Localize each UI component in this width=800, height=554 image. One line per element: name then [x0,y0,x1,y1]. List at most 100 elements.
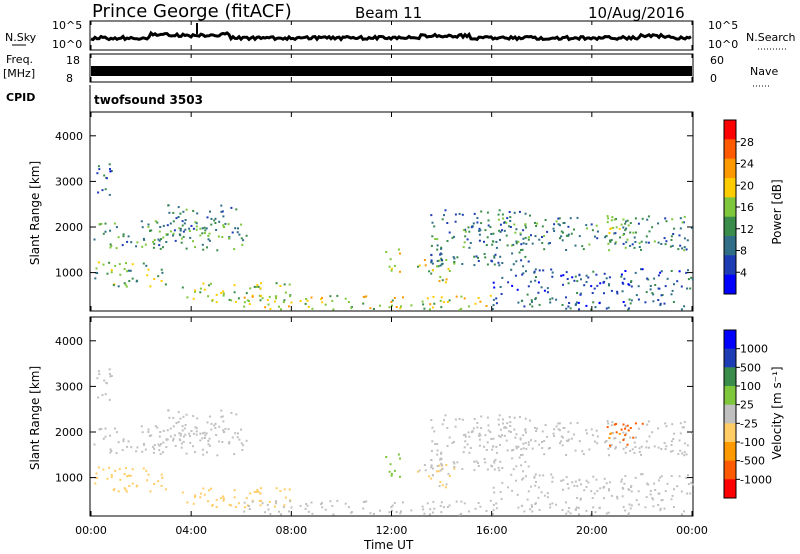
data-cell [610,239,613,241]
data-cell [454,213,457,216]
data-cell [146,274,149,277]
data-cell [495,507,498,510]
data-cell [402,296,404,299]
data-cell [493,263,496,266]
data-cell [670,293,673,296]
data-cell [178,233,181,236]
data-cell [473,264,476,267]
data-cell [513,416,516,419]
data-cell [508,416,511,418]
data-cell [458,308,461,311]
data-cell [618,227,621,230]
data-cell [493,286,496,289]
data-cell [561,304,564,306]
data-cell [557,422,560,425]
data-cell [179,432,182,435]
data-cell [95,472,98,475]
data-cell [321,501,323,504]
data-cell [509,425,512,427]
data-cell [304,302,307,305]
data-cell [634,422,637,425]
data-cell [509,226,512,228]
data-cell [527,490,530,493]
data-cell [659,271,662,274]
colorbar-segment [724,404,736,424]
data-cell [486,236,489,239]
data-cell [206,421,209,424]
data-cell [160,238,162,241]
data-cell [624,270,627,272]
data-cell [578,513,580,516]
data-cell [440,511,443,514]
data-cell [555,220,558,223]
data-cell [430,253,433,256]
data-cell [473,417,476,420]
data-cell [565,296,567,299]
data-cell [432,474,434,477]
data-cell [179,417,182,420]
data-cell [124,488,127,491]
data-cell [440,452,443,455]
data-cell [473,255,476,258]
data-cell [552,227,555,230]
data-cell [448,436,451,439]
data-cell [514,274,517,277]
data-cell [119,478,122,481]
data-cell [497,418,500,421]
data-cell [324,303,327,306]
data-cell [104,188,107,191]
velocity-data [93,368,694,516]
data-cell [665,240,668,243]
data-cell [499,286,502,288]
data-cell [440,259,443,262]
data-cell [590,513,593,516]
data-cell [565,307,568,310]
data-cell [158,244,161,247]
data-cell [615,431,618,434]
data-cell [498,264,501,267]
data-cell [268,295,271,298]
data-cell [492,232,495,235]
data-cell [183,427,186,430]
data-cell [135,280,138,283]
data-cell [444,414,447,417]
data-cell [379,509,381,512]
data-cell [135,245,138,248]
data-cell [369,512,372,515]
x-tick-label: 00:00 [676,524,708,537]
data-cell [612,226,615,229]
data-cell [443,214,445,217]
data-cell [546,496,549,499]
data-cell [670,239,673,241]
data-cell [498,229,501,232]
data-cell [686,444,689,447]
data-cell [603,292,605,295]
data-cell [154,220,157,223]
data-cell [454,418,457,421]
data-cell [549,503,552,506]
data-cell [443,419,445,422]
data-cell [135,485,138,488]
data-cell [608,489,610,492]
data-cell [644,301,647,304]
data-cell [605,307,608,310]
data-cell [560,440,563,443]
data-cell [498,434,501,437]
data-cell [395,511,398,513]
data-cell [525,270,527,273]
data-cell [606,420,609,423]
data-cell [521,248,524,251]
data-cell [320,503,323,506]
data-cell [627,513,630,516]
nsearch-tick-bottom: 10^0 [708,38,738,51]
data-cell [243,506,246,509]
data-cell [199,227,202,230]
data-cell [524,255,527,258]
data-cell [472,427,475,430]
data-cell [460,295,463,298]
data-cell [637,285,640,288]
data-cell [486,441,489,444]
data-cell [547,447,550,450]
data-cell [640,248,642,251]
